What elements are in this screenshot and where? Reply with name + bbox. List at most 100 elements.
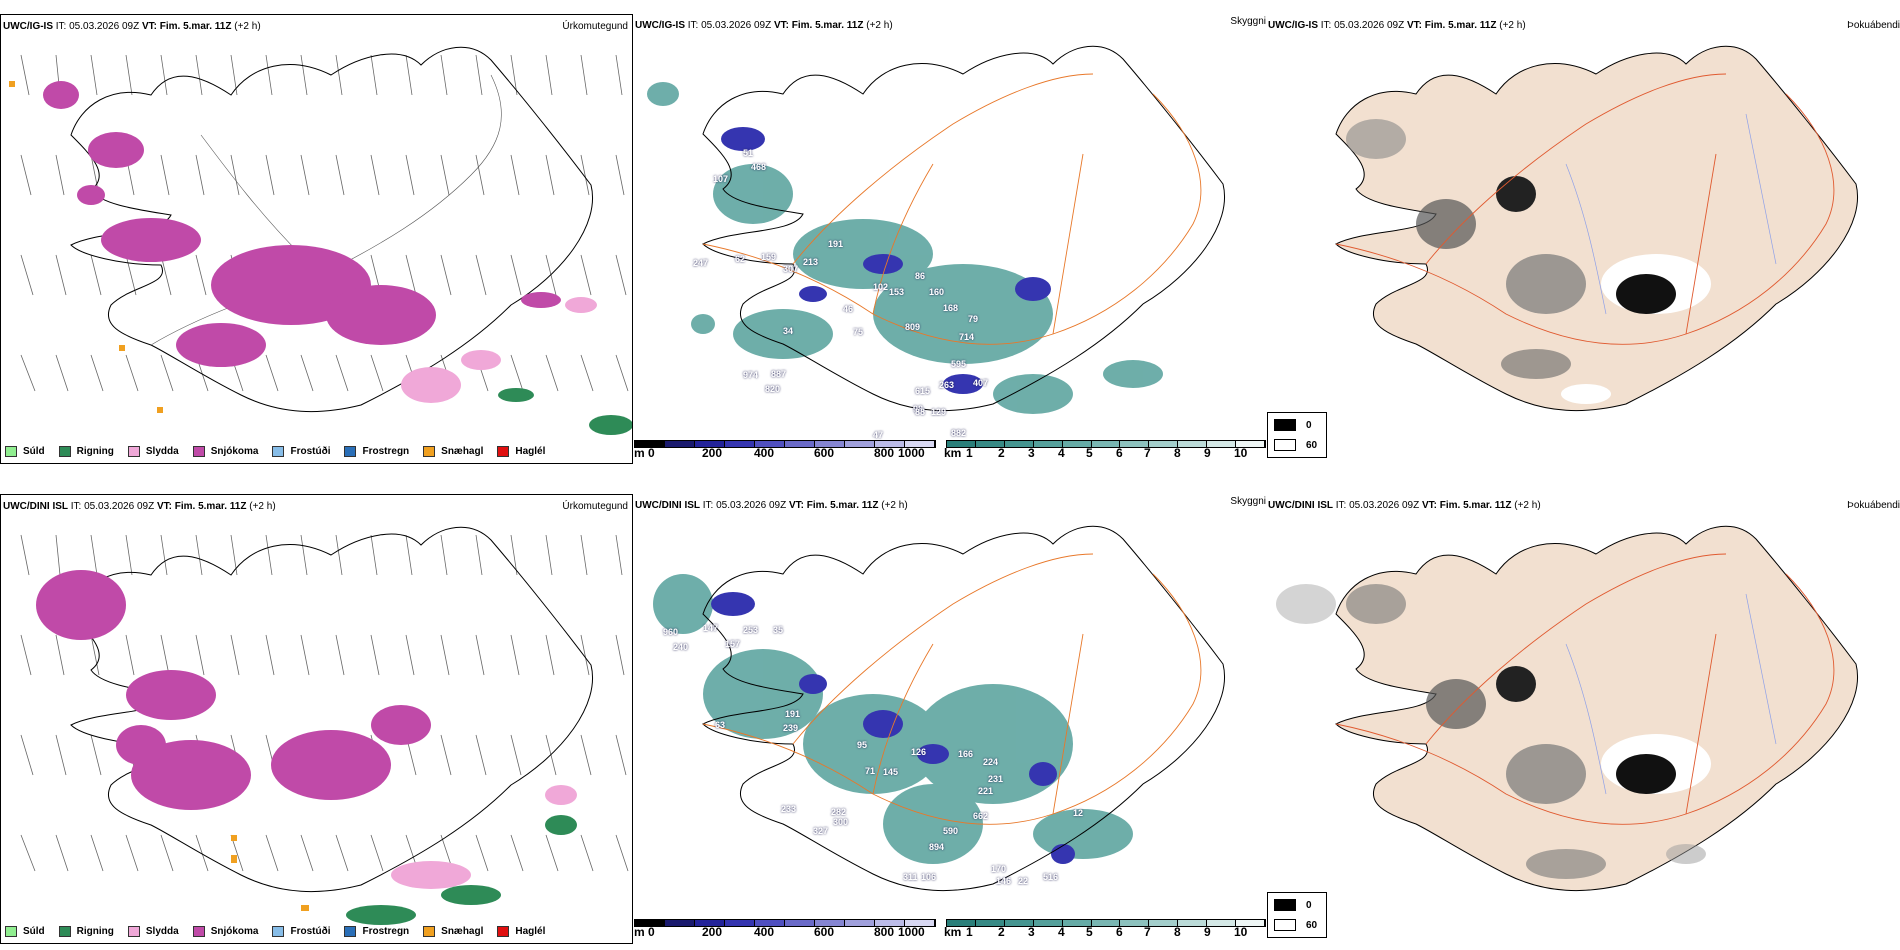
ceiling-value-label: 71 bbox=[865, 766, 876, 776]
legend-label: Frostúði bbox=[290, 926, 331, 937]
colorbar-swatch bbox=[755, 920, 785, 926]
it-label: IT: bbox=[687, 20, 699, 31]
tick-label: 3 bbox=[1028, 925, 1035, 939]
ceiling-value-label: 887 bbox=[771, 369, 787, 379]
model-name: UWC/DINI ISL bbox=[3, 501, 68, 512]
it-value: 05.03.2026 09Z bbox=[69, 21, 140, 32]
tick-label: 10 bbox=[1234, 446, 1248, 460]
legend-item: Snæhagl bbox=[423, 926, 483, 937]
colorbar-swatch bbox=[665, 441, 695, 447]
panel-tag-cloud: Skyggni bbox=[1230, 496, 1266, 507]
iceland-landmass bbox=[1335, 45, 1858, 412]
road-lines bbox=[150, 74, 502, 346]
snow-areas bbox=[43, 81, 561, 367]
ceiling-value-label: 233 bbox=[781, 804, 797, 814]
panel-tag-cloud: Skyggni bbox=[1230, 16, 1266, 27]
ceiling-value-label: 146 bbox=[996, 876, 1012, 886]
colorbar-swatch bbox=[1207, 441, 1237, 447]
legend-swatch bbox=[497, 926, 510, 937]
ceiling-value-label: 247 bbox=[693, 258, 709, 268]
colorbar-swatch bbox=[875, 920, 905, 926]
legend-swatch bbox=[272, 446, 285, 457]
vt-label: VT: bbox=[1406, 20, 1422, 31]
visibility-colorbar-bottom bbox=[946, 919, 1266, 927]
model-name: UWC/IG-IS bbox=[3, 21, 53, 32]
vt-value: Fim. 5.mar. 11Z bbox=[1439, 500, 1512, 511]
vt-label: VT: bbox=[156, 501, 172, 512]
panel-title: UWC/DINI ISL IT: 05.03.2026 09Z VT: Fim.… bbox=[635, 500, 908, 511]
road-network bbox=[702, 553, 1202, 825]
lead-time: (+2 h) bbox=[866, 20, 893, 31]
ceiling-ticks-bottom: m 0 200 400 600 800 1000 bbox=[634, 925, 944, 941]
ceiling-value-label: 34 bbox=[783, 326, 794, 336]
fog-legend-label: 0 bbox=[1306, 899, 1312, 911]
legend-label: Snæhagl bbox=[441, 926, 484, 937]
legend-swatch bbox=[5, 446, 17, 457]
ceiling-value-label: 79 bbox=[968, 314, 979, 324]
ceiling-value-label: 63 bbox=[715, 720, 726, 730]
legend-item: Haglél bbox=[497, 926, 545, 937]
colorbar-swatch bbox=[1004, 920, 1034, 926]
legend-swatch bbox=[497, 446, 510, 457]
ceiling-colorbar-top bbox=[634, 440, 936, 448]
visibility-map-top bbox=[647, 45, 1225, 414]
fog-legend-label: 0 bbox=[1306, 419, 1312, 431]
ceiling-value-label: 12 bbox=[1073, 808, 1084, 818]
legend-label: Snjókoma bbox=[210, 446, 259, 457]
ceiling-value-label: 307 bbox=[783, 264, 799, 274]
ceiling-value-label: 51 bbox=[743, 148, 754, 158]
colorbar-swatch bbox=[1120, 920, 1150, 926]
fog-legend-top: 0 60 bbox=[1267, 412, 1327, 458]
fog-legend-row: 60 bbox=[1274, 919, 1317, 931]
legend-swatch bbox=[58, 446, 71, 457]
legend-item: Haglél bbox=[497, 446, 545, 457]
wind-barbs bbox=[20, 534, 629, 872]
rain-areas bbox=[498, 388, 632, 435]
ceiling-value-label: 516 bbox=[1043, 872, 1059, 882]
legend-item: Súld bbox=[5, 446, 45, 457]
legend-label: Frostregn bbox=[362, 926, 410, 937]
tick-label: 1000 bbox=[898, 925, 925, 939]
fog-shading bbox=[1346, 119, 1711, 404]
ceiling-value-label: 102 bbox=[873, 282, 889, 292]
tick-label: 0 bbox=[648, 925, 655, 939]
colorbar-swatch bbox=[845, 920, 875, 926]
fog-legend-label: 60 bbox=[1306, 439, 1318, 451]
lead-time: (+2 h) bbox=[1514, 500, 1541, 511]
ceiling-value-label: 960 bbox=[663, 627, 679, 637]
ceiling-value-label: 191 bbox=[828, 239, 844, 249]
road-network bbox=[1335, 73, 1835, 345]
ceiling-value-label: 86 bbox=[915, 271, 926, 281]
ceiling-value-label: 88 bbox=[915, 407, 926, 417]
colorbar-swatch bbox=[1091, 441, 1121, 447]
colorbar-swatch bbox=[725, 920, 755, 926]
tick-label: 8 bbox=[1174, 446, 1181, 460]
river-network bbox=[1565, 113, 1777, 315]
ceiling-value-label: 300 bbox=[833, 817, 849, 827]
legend-item: Slydda bbox=[127, 446, 179, 457]
panel-title: UWC/IG-IS IT: 05.03.2026 09Z VT: Fim. 5.… bbox=[3, 21, 261, 32]
colorbar-swatch bbox=[695, 441, 725, 447]
visibility-panel-top: UWC/IG-IS IT: 05.03.2026 09Z VT: Fim. 5.… bbox=[633, 14, 1266, 464]
tick-label: 9 bbox=[1204, 925, 1211, 939]
panel-title: UWC/IG-IS IT: 05.03.2026 09Z VT: Fim. 5.… bbox=[1268, 20, 1526, 31]
unit-label: m bbox=[634, 925, 645, 939]
colorbar-swatch bbox=[947, 920, 976, 926]
fog-legend-swatch bbox=[1274, 419, 1296, 431]
legend-label: Snæhagl bbox=[441, 446, 484, 457]
colorbar-swatch bbox=[1236, 920, 1265, 926]
ceiling-value-label: 145 bbox=[883, 767, 899, 777]
lead-time: (+2 h) bbox=[1499, 20, 1526, 31]
ceiling-value-label: 159 bbox=[761, 252, 777, 262]
legend-swatch bbox=[58, 926, 71, 937]
legend-swatch bbox=[192, 446, 205, 457]
panel-title: UWC/DINI ISL IT: 05.03.2026 09Z VT: Fim.… bbox=[3, 501, 276, 512]
ceiling-value-label: 126 bbox=[911, 747, 927, 757]
sleet-areas bbox=[401, 297, 597, 403]
tick-label: 4 bbox=[1058, 446, 1065, 460]
visibility-map-bottom bbox=[653, 525, 1225, 892]
legend-swatch bbox=[423, 446, 436, 457]
ceiling-value-label: 595 bbox=[951, 359, 967, 369]
ceiling-value-label: 590 bbox=[943, 826, 959, 836]
legend-item: Snjókoma bbox=[192, 926, 258, 937]
